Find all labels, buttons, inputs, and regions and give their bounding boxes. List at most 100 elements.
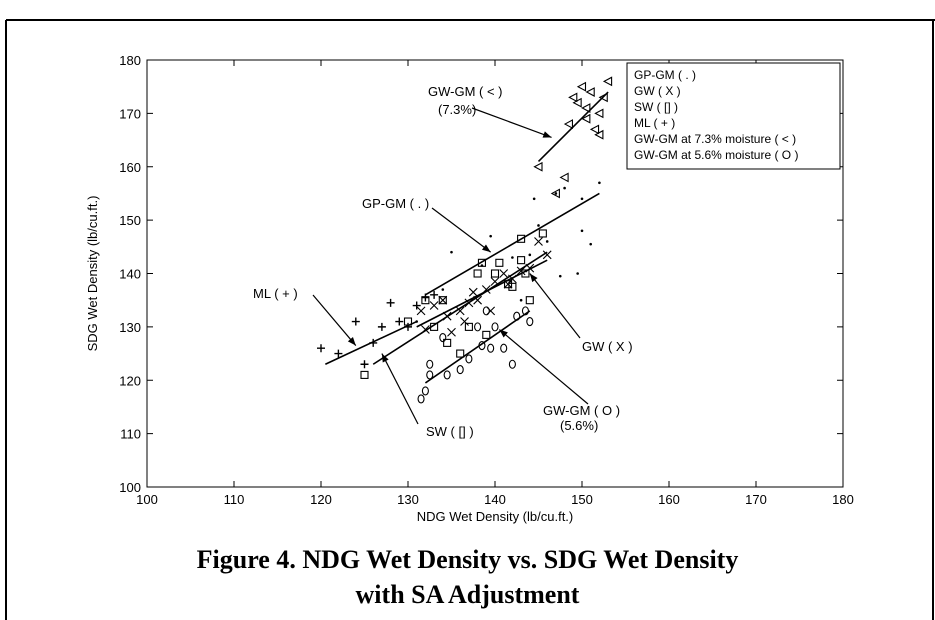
y-tick-label: 160: [119, 160, 141, 175]
data-point-x: [534, 237, 543, 246]
data-point-dot: [558, 274, 562, 278]
data-point-plus: [351, 317, 360, 326]
annotation-arrowhead: [529, 273, 538, 283]
data-point-dot: [545, 240, 549, 243]
legend-entry: GP-GM ( . ): [634, 68, 696, 82]
y-tick-label: 100: [119, 480, 141, 495]
annotation-label: GW-GM ( O ): [543, 403, 620, 418]
x-tick-label: 120: [310, 492, 332, 507]
data-point-square: [438, 296, 447, 305]
x-tick-label: 170: [745, 492, 767, 507]
data-point-plus: [404, 322, 412, 331]
legend-entry: SW ( [] ): [634, 100, 678, 114]
fit-line-circle: [424, 310, 531, 384]
legend-entry: GW ( X ): [634, 84, 681, 98]
annotation-label: ML ( + ): [253, 286, 298, 301]
y-tick-label: 120: [119, 373, 141, 388]
data-point-plus: [334, 349, 343, 358]
y-axis-label: SDG Wet Density (lb/cu.ft.): [85, 196, 100, 352]
annotation-sublabel: (7.3%): [438, 102, 476, 117]
data-point-x: [473, 295, 482, 305]
data-point-circle: [487, 343, 495, 353]
annotation-arrow: [381, 353, 419, 425]
data-point-plus: [369, 338, 378, 347]
data-point-dot: [580, 229, 584, 233]
data-point-circle: [417, 394, 425, 404]
data-point-lt: [581, 103, 591, 113]
annotation-arrowhead: [499, 329, 508, 338]
data-point-plus: [386, 298, 395, 307]
data-point-circle: [439, 332, 447, 343]
data-point-square: [473, 269, 482, 278]
data-point-square: [430, 322, 439, 331]
data-point-x: [468, 287, 478, 297]
data-point-lt: [594, 108, 604, 119]
x-tick-label: 140: [484, 492, 506, 507]
annotation-arrowhead: [347, 337, 356, 346]
legend-entry: ML ( + ): [634, 116, 675, 130]
legend-box: [626, 62, 841, 170]
data-point-dot: [576, 272, 579, 275]
data-point-dot: [563, 186, 566, 190]
data-point-square: [517, 256, 526, 265]
data-point-square: [456, 349, 465, 358]
data-point-lt: [559, 172, 569, 183]
figure-caption-line1: Figure 4. NDG Wet Density vs. SDG Wet De…: [196, 545, 739, 574]
y-tick-label: 180: [119, 53, 141, 68]
data-point-x: [542, 250, 552, 260]
x-tick-label: 110: [224, 492, 245, 507]
data-point-x: [429, 301, 439, 310]
data-point-dot: [519, 298, 523, 302]
fit-line-dot: [424, 192, 600, 296]
data-point-plus: [421, 293, 430, 302]
annotation-arrow: [431, 207, 492, 253]
data-point-square: [503, 280, 513, 289]
legend-entry: GW-GM at 5.6% moisture ( O ): [634, 148, 798, 162]
data-point-plus: [395, 317, 404, 326]
data-point-dot: [450, 250, 453, 254]
data-point-circle: [478, 341, 486, 351]
data-point-x: [416, 306, 426, 316]
data-point-lt: [602, 76, 613, 87]
data-point-plus: [412, 301, 421, 310]
data-point-square: [495, 258, 504, 267]
annotation-label: SW ( [] ): [426, 424, 474, 439]
data-point-dot: [537, 224, 540, 227]
data-point-x: [503, 279, 513, 289]
data-point-lt: [533, 161, 543, 172]
annotation-arrowhead: [381, 353, 389, 363]
y-tick-label: 140: [119, 267, 141, 282]
data-point-circle: [465, 354, 473, 364]
data-point-plus: [430, 290, 439, 299]
data-point-dot: [441, 288, 445, 291]
data-point-dot: [598, 181, 601, 185]
annotation-arrow: [312, 294, 357, 346]
data-point-square: [360, 370, 369, 379]
data-point-x: [447, 327, 456, 337]
data-point-lt: [585, 87, 595, 97]
data-point-circle: [426, 370, 434, 380]
data-point-x: [460, 317, 469, 326]
data-point-circle: [500, 343, 508, 353]
data-point-dot: [589, 242, 592, 246]
data-point-square: [517, 234, 526, 243]
data-point-dot: [528, 253, 532, 257]
data-point-circle: [508, 359, 516, 369]
data-point-lt: [594, 129, 604, 140]
data-point-dot: [580, 197, 584, 201]
data-point-lt: [550, 188, 560, 199]
fit-line-square: [372, 251, 548, 365]
data-point-square: [477, 258, 487, 267]
y-tick-label: 130: [119, 320, 141, 335]
data-point-lt: [563, 119, 573, 129]
data-point-plus: [317, 344, 325, 353]
data-point-x: [438, 295, 448, 305]
data-point-circle: [482, 306, 490, 316]
y-tick-label: 150: [119, 213, 141, 228]
x-axis-label: NDG Wet Density (lb/cu.ft.): [417, 509, 574, 524]
data-point-lt: [568, 92, 578, 103]
data-point-square: [521, 269, 530, 278]
annotation-sublabel: (5.6%): [560, 418, 598, 433]
data-point-plus: [377, 322, 386, 331]
data-point-dot: [489, 234, 492, 238]
